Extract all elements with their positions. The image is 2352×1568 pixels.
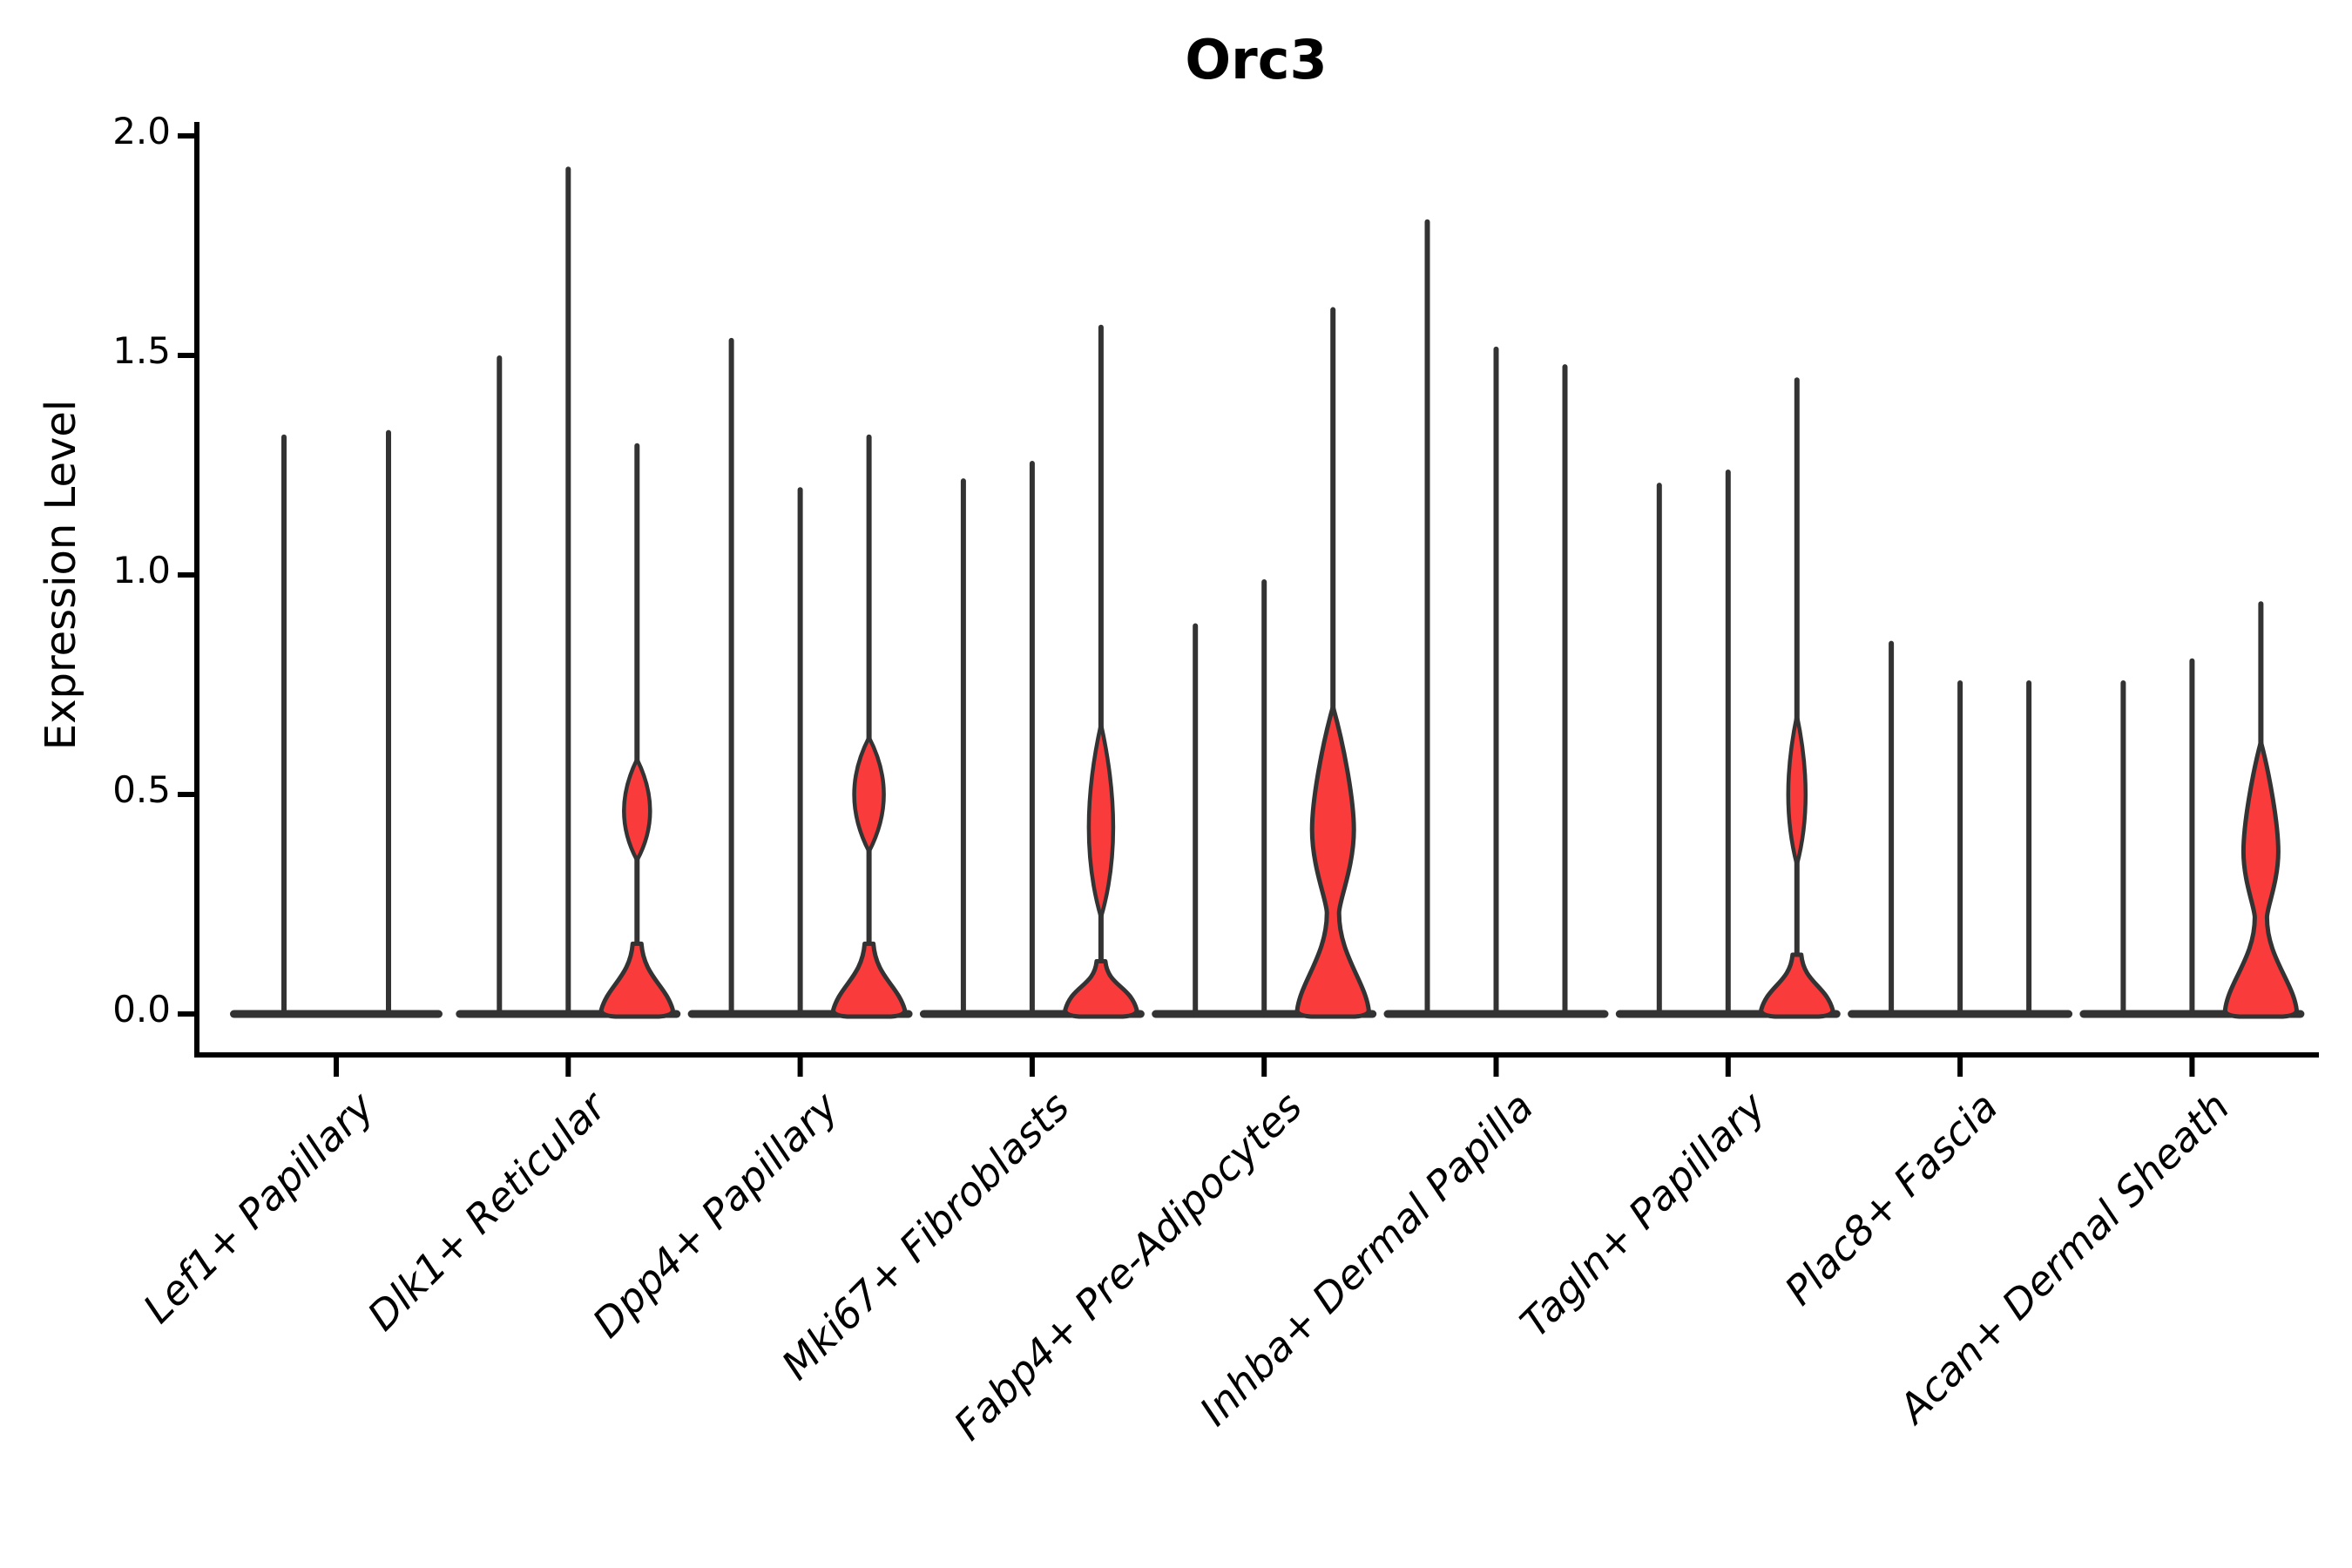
x-tick-mark [1725,1058,1731,1077]
violin-sliver-red [1086,722,1116,920]
violin-baseline-strip [230,1010,443,1018]
violin-body-red [2222,740,2299,1019]
x-tick-mark [2189,1058,2195,1077]
y-tick-label: 1.5 [112,329,171,372]
y-tick-label: 2.0 [112,110,171,152]
violin-pancake-red [831,941,908,1019]
y-tick-label: 1.0 [112,549,171,591]
y-tick-label: 0.5 [112,768,171,811]
violin-body-red [1294,704,1371,1019]
x-tick-mark [565,1058,571,1077]
violin-sliver-red [852,735,886,854]
violin-sliver-red [1786,713,1808,867]
y-tick-mark [178,572,194,578]
y-tick-mark [178,792,194,797]
y-tick-label: 0.0 [112,988,171,1031]
y-axis-title: Expression Level [37,399,85,751]
y-axis-spine [194,122,199,1058]
x-tick-mark [1957,1058,1963,1077]
violin-sliver-red [622,757,652,862]
y-tick-mark [178,133,194,139]
violin-pancake-red [1759,952,1835,1019]
x-tick-mark [1029,1058,1035,1077]
y-tick-mark [178,353,194,358]
chart-title: Orc3 [1185,28,1328,91]
violin-pancake-red [598,941,675,1019]
y-tick-mark [178,1011,194,1017]
x-tick-mark [797,1058,803,1077]
x-axis-spine [194,1052,2319,1058]
x-tick-mark [1493,1058,1499,1077]
x-tick-mark [334,1058,339,1077]
x-tick-mark [1261,1058,1267,1077]
violin-pancake-red [1063,959,1139,1019]
